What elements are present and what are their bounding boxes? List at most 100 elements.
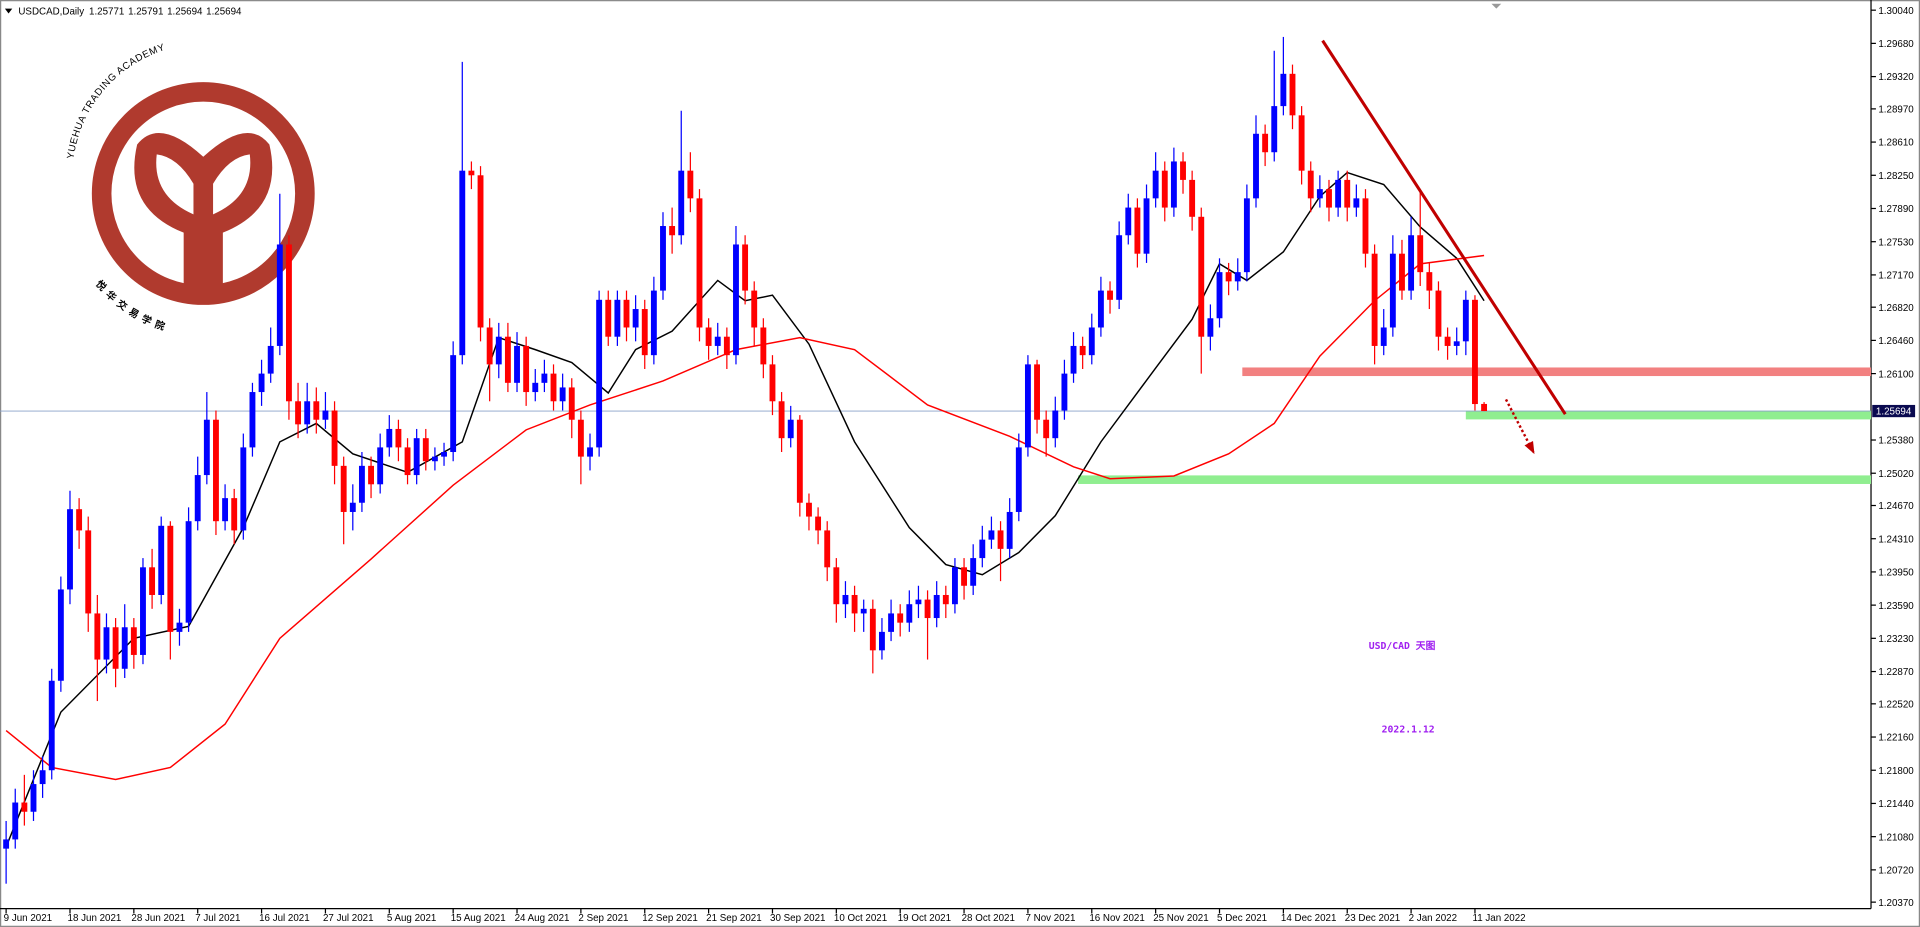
candle-body bbox=[1143, 198, 1150, 254]
candle-body bbox=[924, 599, 931, 619]
candle-body bbox=[1043, 419, 1050, 439]
candle-body bbox=[669, 226, 676, 236]
candle-body bbox=[130, 627, 137, 655]
candle-body bbox=[1307, 170, 1314, 199]
candle-body bbox=[559, 387, 566, 402]
candle-body bbox=[1243, 198, 1250, 273]
candle-body bbox=[1216, 272, 1223, 319]
candle-body bbox=[1097, 290, 1104, 328]
x-tick-label: 5 Aug 2021 bbox=[387, 913, 436, 924]
candle-body bbox=[1134, 207, 1141, 254]
y-tick-label: 1.21800 bbox=[1878, 766, 1914, 777]
header-low: 1.25694 bbox=[167, 7, 203, 18]
candle-body bbox=[760, 327, 767, 365]
candle-body bbox=[1481, 403, 1488, 412]
candle-body bbox=[422, 438, 429, 462]
y-tick-label: 1.29320 bbox=[1878, 72, 1914, 83]
candle-body bbox=[1189, 179, 1196, 217]
candle-body bbox=[94, 613, 101, 660]
candle-body bbox=[76, 509, 83, 531]
candle-body bbox=[1107, 290, 1113, 300]
candle-body bbox=[915, 599, 922, 605]
candle-body bbox=[751, 290, 758, 328]
logo-emblem bbox=[134, 132, 273, 294]
candle-body bbox=[523, 345, 530, 393]
candle-body bbox=[1389, 253, 1396, 328]
menu-triangle bbox=[4, 8, 13, 14]
y-tick-label: 1.26100 bbox=[1878, 369, 1914, 380]
candle-body bbox=[459, 170, 466, 356]
candle-body bbox=[787, 419, 794, 439]
candle-body bbox=[231, 498, 238, 531]
candle-body bbox=[413, 438, 420, 476]
candle-body bbox=[295, 401, 302, 425]
candle-body bbox=[386, 428, 393, 448]
candle-body bbox=[331, 410, 338, 466]
candle-body bbox=[815, 516, 822, 531]
candle-body bbox=[85, 530, 92, 614]
candle-body bbox=[140, 567, 146, 655]
candle-body bbox=[1070, 345, 1077, 374]
y-tick-label: 1.24310 bbox=[1878, 534, 1914, 545]
candle-body bbox=[395, 428, 402, 448]
candle-body bbox=[1453, 341, 1460, 346]
candle-body bbox=[112, 627, 119, 669]
candle-body bbox=[842, 594, 849, 605]
candle-body bbox=[450, 355, 457, 453]
candle-body bbox=[1472, 299, 1478, 405]
candle-body bbox=[1289, 73, 1296, 116]
candle-body bbox=[587, 447, 593, 457]
candle-body bbox=[21, 802, 28, 812]
candle-body bbox=[824, 530, 831, 568]
y-tick-label: 1.23590 bbox=[1878, 601, 1914, 612]
candle-body bbox=[1207, 318, 1214, 337]
candle-body bbox=[1152, 170, 1159, 199]
candle-body bbox=[1435, 290, 1442, 337]
x-tick-label: 7 Nov 2021 bbox=[1025, 913, 1075, 924]
candle-body bbox=[1170, 161, 1177, 208]
candle-body bbox=[851, 594, 858, 614]
trendline bbox=[1321, 39, 1567, 416]
y-tick-label: 1.20370 bbox=[1878, 898, 1914, 909]
y-tick-label: 1.22520 bbox=[1878, 700, 1914, 711]
candle-body bbox=[468, 170, 475, 176]
moving-average bbox=[5, 254, 1485, 781]
x-tick-label: 11 Jan 2022 bbox=[1473, 913, 1526, 924]
candle-body bbox=[705, 327, 712, 346]
x-tick-label: 15 Aug 2021 bbox=[451, 913, 506, 924]
candle-body bbox=[1280, 73, 1287, 107]
candle-body bbox=[349, 502, 356, 512]
candle-body bbox=[1298, 115, 1305, 171]
header-high: 1.25791 bbox=[128, 7, 163, 18]
candle-body bbox=[888, 613, 895, 632]
candle-body bbox=[249, 392, 256, 448]
x-tick-label: 30 Sep 2021 bbox=[770, 913, 825, 924]
candle-body bbox=[167, 525, 174, 632]
candle-body bbox=[860, 608, 867, 614]
candle-body bbox=[377, 447, 384, 485]
candle-body bbox=[833, 567, 840, 605]
candle-body bbox=[340, 465, 347, 512]
level-zone bbox=[1078, 475, 1872, 484]
candle-body bbox=[103, 627, 110, 660]
x-tick-label: 18 Jun 2021 bbox=[68, 913, 122, 924]
x-tick-label: 2 Sep 2021 bbox=[578, 913, 628, 924]
candle-body bbox=[532, 382, 539, 393]
candle-body bbox=[1462, 299, 1469, 342]
x-tick-label: 7 Jul 2021 bbox=[195, 913, 240, 924]
candle-body bbox=[951, 567, 958, 605]
candle-body bbox=[495, 336, 502, 365]
y-tick-label: 1.27890 bbox=[1878, 204, 1914, 215]
y-tick-label: 1.22160 bbox=[1878, 733, 1914, 744]
candle-body bbox=[1353, 198, 1360, 208]
candle-body bbox=[1006, 511, 1013, 549]
candle-body bbox=[1234, 272, 1241, 282]
header-close: 1.25694 bbox=[206, 7, 242, 18]
candle-body bbox=[203, 419, 210, 476]
candle-body bbox=[614, 299, 621, 337]
y-tick-label: 1.30040 bbox=[1878, 6, 1914, 17]
candle-body bbox=[176, 622, 183, 632]
candle-body bbox=[550, 373, 557, 402]
candle-body bbox=[1262, 133, 1269, 153]
